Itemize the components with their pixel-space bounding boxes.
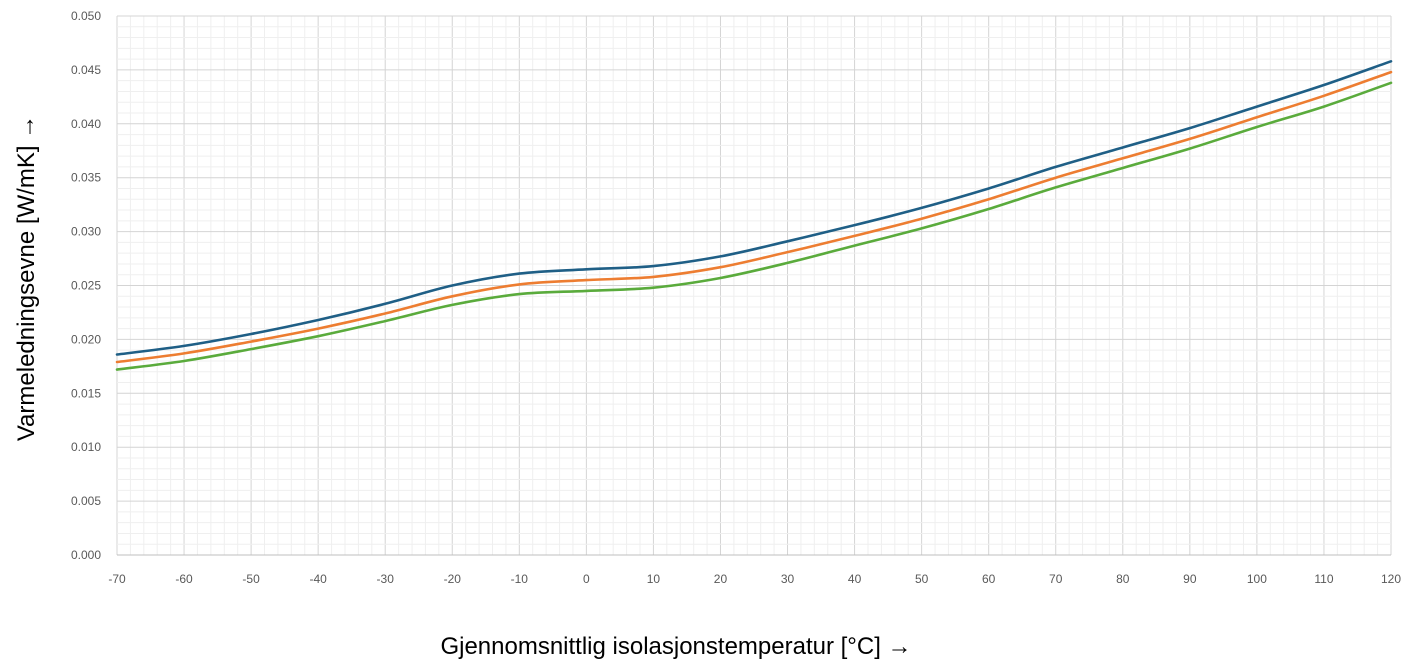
x-axis-ticks: -70 -60 -50 -40 -30 -20 -10 0 10 20 30 40 50 60 70 80 90… bbox=[108, 572, 1401, 586]
x-tick-label: 30 bbox=[781, 572, 795, 586]
y-tick-label: 0.015 bbox=[71, 386, 101, 400]
x-tick-label: 60 bbox=[982, 572, 996, 586]
x-tick-label: -20 bbox=[444, 572, 462, 586]
y-axis-title: Varmeledningsevne [W/mK] → bbox=[13, 115, 40, 441]
x-tick-label: 110 bbox=[1314, 572, 1333, 586]
y-tick-label: 0.010 bbox=[71, 440, 101, 454]
x-tick-label: -30 bbox=[377, 572, 395, 586]
x-tick-label: 80 bbox=[1116, 572, 1130, 586]
x-tick-label: 20 bbox=[714, 572, 728, 586]
x-tick-label: 40 bbox=[848, 572, 862, 586]
x-tick-label: -70 bbox=[108, 572, 126, 586]
y-tick-label: 0.050 bbox=[71, 9, 101, 23]
plot-grid bbox=[116, 15, 1392, 556]
series-line-3 bbox=[115, 81, 1393, 371]
x-tick-label: 50 bbox=[915, 572, 929, 586]
y-tick-label: 0.025 bbox=[71, 279, 101, 293]
y-tick-label: 0.040 bbox=[71, 117, 101, 131]
x-tick-label: 120 bbox=[1381, 572, 1401, 586]
x-tick-label: 100 bbox=[1247, 572, 1267, 586]
chart-series bbox=[115, 60, 1393, 371]
x-tick-label: -40 bbox=[309, 572, 327, 586]
y-tick-label: 0.020 bbox=[71, 332, 101, 346]
x-tick-label: 0 bbox=[583, 572, 590, 586]
y-tick-label: 0.035 bbox=[71, 171, 101, 185]
y-tick-label: 0.030 bbox=[71, 225, 101, 239]
y-axis-ticks: 0.000 0.005 0.010 0.015 0.020 0.025 0.030 0.035… bbox=[71, 9, 101, 562]
x-tick-label: -50 bbox=[242, 572, 260, 586]
y-tick-label: 0.000 bbox=[71, 548, 101, 562]
x-tick-label: -10 bbox=[511, 572, 529, 586]
x-tick-label: -60 bbox=[175, 572, 193, 586]
y-tick-label: 0.045 bbox=[71, 63, 101, 77]
series-line-2 bbox=[115, 70, 1393, 364]
x-tick-label: 70 bbox=[1049, 572, 1063, 586]
x-tick-label: 10 bbox=[647, 572, 661, 586]
x-tick-label: 90 bbox=[1183, 572, 1197, 586]
y-tick-label: 0.005 bbox=[71, 494, 101, 508]
x-axis-title: Gjennomsnittlig isolasjonstemperatur [°C… bbox=[440, 633, 911, 660]
series-line-1 bbox=[115, 60, 1393, 356]
